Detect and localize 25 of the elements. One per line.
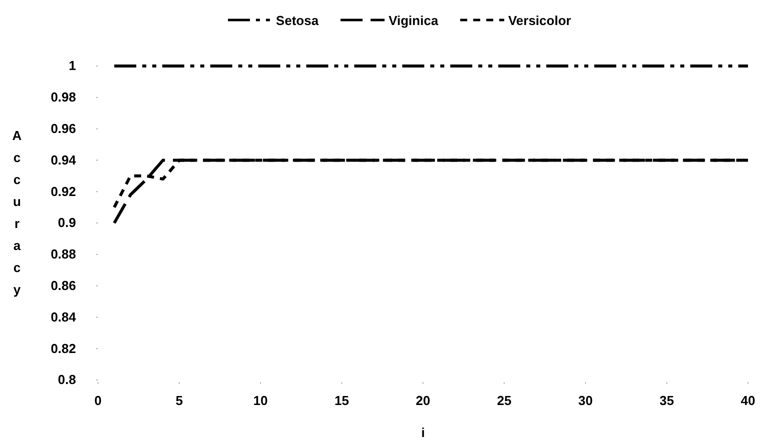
x-tick-label: 15 [334,393,349,408]
x-tick-label: 0 [94,393,102,408]
y-tick-label: 0.94 [50,152,77,168]
x-tick-label: 35 [660,393,674,408]
x-tick-label: 30 [578,393,593,408]
legend-label: Viginica [388,13,439,28]
y-tick-label: 0.86 [50,278,76,293]
x-tick-label: 10 [253,393,268,408]
legend-label: Setosa [276,13,320,28]
y-tick-label: 0.92 [50,184,76,199]
y-tick-label: 0.84 [50,309,77,324]
y-axis-title: Accuracy [12,128,22,297]
y-tick-label: 0.8 [58,372,76,388]
y-tick-label: 0.9 [58,215,76,230]
y-tick-label: 0.82 [50,340,76,356]
x-tick-label: 5 [176,393,183,408]
y-tick-label: 1 [68,58,76,74]
x-tick-label: 25 [497,393,512,408]
y-tick-label: 0.88 [50,246,76,262]
x-axis-title: i [421,425,425,440]
legend-label: Versicolor [508,13,572,28]
y-tick-label: 0.98 [50,90,76,105]
x-tick-label: 20 [416,393,430,408]
x-tick-label: 40 [740,393,756,408]
y-tick-label: 0.96 [50,120,76,136]
